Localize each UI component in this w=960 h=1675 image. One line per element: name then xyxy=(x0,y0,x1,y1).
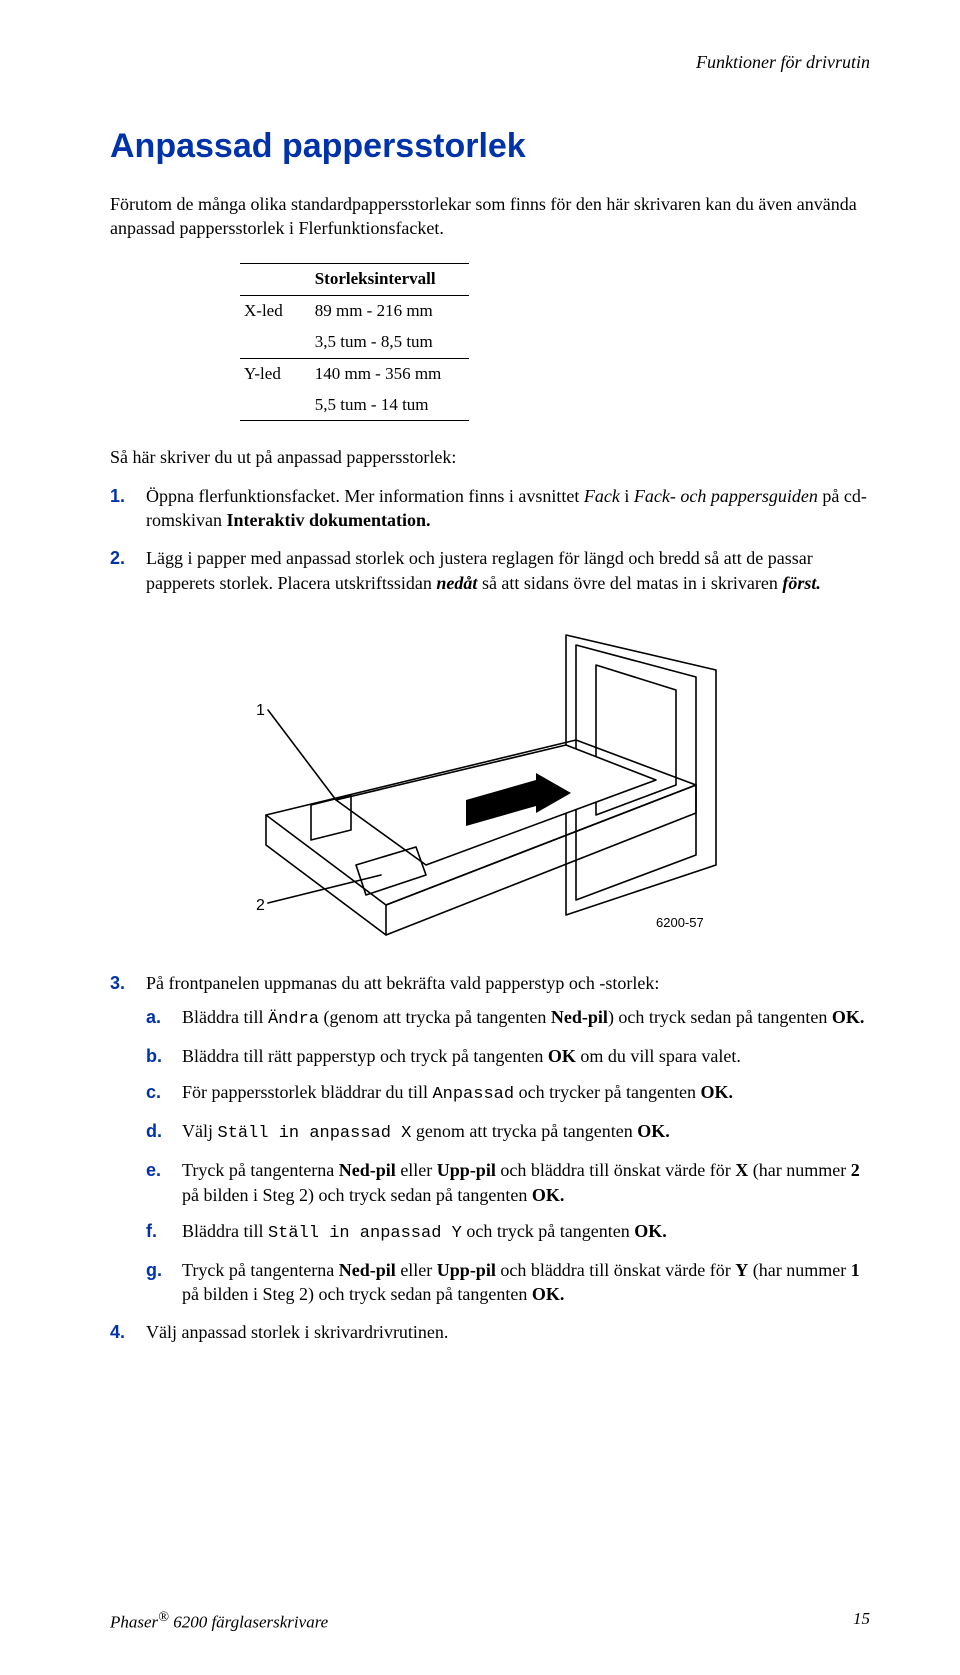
substep-e: e. Tryck på tangenterna Ned-pil eller Up… xyxy=(146,1158,870,1207)
page-title: Anpassad pappersstorlek xyxy=(110,124,870,170)
mono-text: Ställ in anpassad Y xyxy=(268,1224,462,1243)
step-number: 2. xyxy=(110,546,125,570)
bold-text: OK. xyxy=(832,1007,865,1027)
bold-text: Upp-pil xyxy=(437,1260,496,1280)
numbered-steps: 1. Öppna flerfunktionsfacket. Mer inform… xyxy=(110,484,870,1345)
page-number: 15 xyxy=(853,1608,870,1635)
step-number: 3. xyxy=(110,971,125,995)
substep-text: Välj xyxy=(182,1121,218,1141)
intro-paragraph: Förutom de många olika standardpappersst… xyxy=(110,192,870,241)
bold-text: OK xyxy=(548,1046,576,1066)
table-row-label: X-led xyxy=(240,295,311,326)
substep-letter: f. xyxy=(146,1219,157,1243)
table-row-label: Y-led xyxy=(240,358,311,389)
substep-text: Tryck på tangenterna xyxy=(182,1160,339,1180)
substep-text: och trycker på tangenten xyxy=(514,1082,700,1102)
running-header: Funktioner för drivrutin xyxy=(110,50,870,74)
substep-text: på bilden i Steg 2) och tryck sedan på t… xyxy=(182,1284,532,1304)
table-cell: 140 mm - 356 mm xyxy=(311,358,470,389)
substep-text: och bläddra till önskat värde för xyxy=(496,1160,735,1180)
substep-text: eller xyxy=(396,1160,437,1180)
substep-letter: c. xyxy=(146,1080,161,1104)
step-bold: Interaktiv dokumentation. xyxy=(227,510,431,530)
substep-a: a. Bläddra till Ändra (genom att trycka … xyxy=(146,1005,870,1032)
registered-mark: ® xyxy=(158,1609,169,1625)
footer-product: Phaser xyxy=(110,1613,158,1632)
bold-text: Ned-pil xyxy=(339,1160,396,1180)
lead-in: Så här skriver du ut på anpassad pappers… xyxy=(110,445,870,469)
step-italic: Fack- och pappersguiden xyxy=(634,486,818,506)
step-bold-italic: nedåt xyxy=(436,573,477,593)
table-cell: 89 mm - 216 mm xyxy=(311,295,470,326)
step-bold-italic: först. xyxy=(782,573,821,593)
table-cell: 3,5 tum - 8,5 tum xyxy=(311,327,470,358)
mono-text: Ställ in anpassad X xyxy=(218,1124,412,1143)
bold-text: Ned-pil xyxy=(339,1260,396,1280)
diagram-label-1: 1 xyxy=(256,702,265,719)
bold-text: OK. xyxy=(637,1121,670,1141)
printer-diagram: 1 2 6200-57 xyxy=(216,615,870,945)
substep-text: För pappersstorlek bläddrar du till xyxy=(182,1082,432,1102)
substep-letter: e. xyxy=(146,1158,161,1182)
substep-text: och tryck på tangenten xyxy=(462,1221,634,1241)
substep-c: c. För pappersstorlek bläddrar du till A… xyxy=(146,1080,870,1107)
bold-text: OK. xyxy=(701,1082,734,1102)
step-text: Öppna flerfunktionsfacket. Mer informati… xyxy=(146,486,584,506)
substep-letter: d. xyxy=(146,1119,162,1143)
lettered-substeps: a. Bläddra till Ändra (genom att trycka … xyxy=(146,1005,870,1306)
step-italic: Fack xyxy=(584,486,620,506)
bold-text: OK. xyxy=(634,1221,667,1241)
substep-b: b. Bläddra till rätt papperstyp och tryc… xyxy=(146,1044,870,1068)
bold-text: OK. xyxy=(532,1185,565,1205)
page-footer: Phaser® 6200 färglaserskrivare 15 xyxy=(110,1608,870,1635)
step-1: 1. Öppna flerfunktionsfacket. Mer inform… xyxy=(110,484,870,533)
table-header-range: Storleksintervall xyxy=(311,263,470,295)
bold-text: Y xyxy=(735,1260,748,1280)
diagram-label-2: 2 xyxy=(256,897,265,914)
footer-product-tail: 6200 färglaserskrivare xyxy=(169,1613,328,1632)
size-range-table: Storleksintervall X-led 89 mm - 216 mm 3… xyxy=(240,263,469,422)
bold-text: Ned-pil xyxy=(551,1007,608,1027)
substep-text: Bläddra till rätt papperstyp och tryck p… xyxy=(182,1046,548,1066)
bold-text: 1 xyxy=(851,1260,860,1280)
substep-text: (genom att trycka på tangenten xyxy=(319,1007,551,1027)
step-text: så att sidans övre del matas in i skriva… xyxy=(477,573,782,593)
substep-letter: b. xyxy=(146,1044,162,1068)
diagram-caption: 6200-57 xyxy=(656,915,704,930)
bold-text: X xyxy=(735,1160,748,1180)
table-cell: 5,5 tum - 14 tum xyxy=(311,390,470,421)
substep-text: (har nummer xyxy=(748,1160,850,1180)
step-2: 2. Lägg i papper med anpassad storlek oc… xyxy=(110,546,870,945)
substep-text: och bläddra till önskat värde för xyxy=(496,1260,735,1280)
substep-text: Bläddra till xyxy=(182,1007,268,1027)
step-text: På frontpanelen uppmanas du att bekräfta… xyxy=(146,973,659,993)
step-text: Välj anpassad storlek i skrivardrivrutin… xyxy=(146,1322,448,1342)
substep-text: eller xyxy=(396,1260,437,1280)
substep-text: Bläddra till xyxy=(182,1221,268,1241)
step-4: 4. Välj anpassad storlek i skrivardrivru… xyxy=(110,1320,870,1344)
substep-text: om du vill spara valet. xyxy=(576,1046,741,1066)
substep-letter: a. xyxy=(146,1005,161,1029)
substep-text: (har nummer xyxy=(748,1260,850,1280)
mono-text: Anpassad xyxy=(432,1085,514,1104)
step-number: 4. xyxy=(110,1320,125,1344)
bold-text: 2 xyxy=(851,1160,860,1180)
substep-text: Tryck på tangenterna xyxy=(182,1260,339,1280)
substep-d: d. Välj Ställ in anpassad X genom att tr… xyxy=(146,1119,870,1146)
mono-text: Ändra xyxy=(268,1010,319,1029)
bold-text: OK. xyxy=(532,1284,565,1304)
step-text: i xyxy=(620,486,634,506)
substep-text: ) och tryck sedan på tangenten xyxy=(608,1007,832,1027)
substep-g: g. Tryck på tangenterna Ned-pil eller Up… xyxy=(146,1258,870,1307)
step-3: 3. På frontpanelen uppmanas du att bekrä… xyxy=(110,971,870,1307)
substep-letter: g. xyxy=(146,1258,162,1282)
footer-left: Phaser® 6200 färglaserskrivare xyxy=(110,1608,328,1635)
bold-text: Upp-pil xyxy=(437,1160,496,1180)
step-number: 1. xyxy=(110,484,125,508)
substep-f: f. Bläddra till Ställ in anpassad Y och … xyxy=(146,1219,870,1246)
substep-text: genom att trycka på tangenten xyxy=(411,1121,637,1141)
diagram-svg: 1 2 6200-57 xyxy=(216,615,736,945)
substep-text: på bilden i Steg 2) och tryck sedan på t… xyxy=(182,1185,532,1205)
